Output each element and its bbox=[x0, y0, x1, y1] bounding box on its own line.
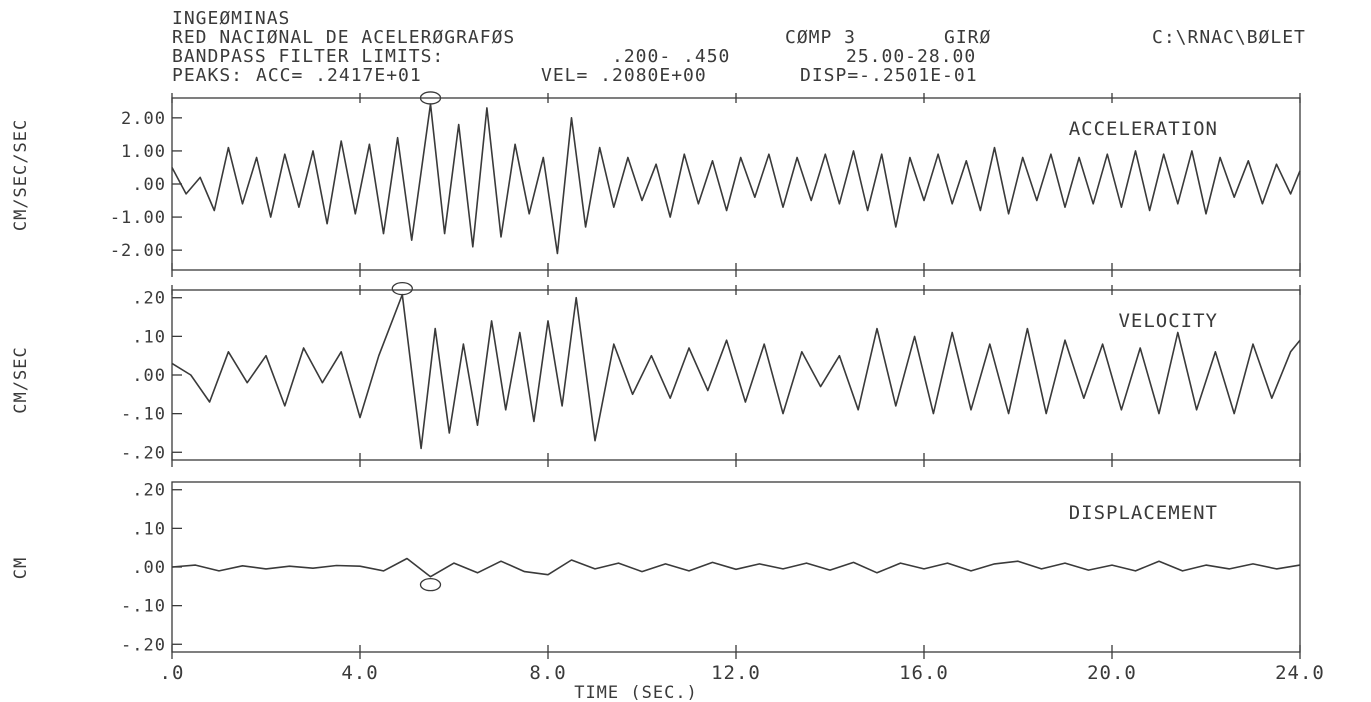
y-axis-label: CM/SEC/SEC bbox=[11, 119, 31, 231]
series-line bbox=[171, 557, 1301, 578]
series-line bbox=[171, 103, 1301, 255]
x-tick-label: 20.0 bbox=[1087, 662, 1137, 684]
x-tick-label: 8.0 bbox=[529, 662, 566, 684]
x-tick-label: .0 bbox=[160, 662, 185, 684]
y-tick-label: .10 bbox=[132, 519, 166, 539]
peak-marker bbox=[419, 578, 442, 592]
x-tick-label: 24.0 bbox=[1275, 662, 1325, 684]
header-station: GIRØ bbox=[944, 27, 992, 48]
y-tick-label: 2.00 bbox=[121, 109, 166, 129]
peak-disp: DISP=-.2501E-01 bbox=[800, 65, 978, 86]
peaks-label: PEAKS: bbox=[172, 65, 244, 86]
y-tick-label: -.10 bbox=[121, 405, 166, 425]
filter-label: BANDPASS FILTER LIMITS: bbox=[172, 46, 445, 67]
y-tick-label: 1.00 bbox=[121, 142, 166, 162]
x-tick-label: 12.0 bbox=[711, 662, 761, 684]
y-tick-label: -.20 bbox=[121, 443, 166, 463]
y-tick-label: -.10 bbox=[121, 597, 166, 617]
peak-marker bbox=[391, 281, 413, 296]
y-tick-label: .00 bbox=[132, 558, 166, 578]
header-component: CØMP 3 bbox=[785, 27, 857, 48]
filter-high: 25.00-28.00 bbox=[846, 46, 977, 67]
header-network: RED NACIØNAL DE ACELERØGRAFØS bbox=[172, 27, 516, 48]
y-tick-label: .00 bbox=[132, 366, 166, 386]
y-axis-label: CM/SEC bbox=[11, 346, 31, 413]
y-tick-label: .20 bbox=[132, 481, 166, 501]
header-org: INGEØMINAS bbox=[172, 8, 291, 29]
panel-title: ACCELERATION bbox=[1069, 118, 1218, 140]
y-axis-label: CM bbox=[11, 557, 31, 579]
y-tick-label: -.20 bbox=[121, 635, 166, 655]
y-tick-label: .00 bbox=[132, 175, 166, 195]
x-axis-label: TIME (SEC.) bbox=[574, 683, 698, 702]
filter-low: .200- .450 bbox=[612, 46, 731, 67]
y-tick-label: .10 bbox=[132, 327, 166, 347]
peak-acc: ACC= .2417E+01 bbox=[256, 65, 422, 86]
header-path: C:\RNAC\BØLET bbox=[1152, 27, 1306, 48]
x-tick-label: 4.0 bbox=[341, 662, 378, 684]
series-line bbox=[171, 293, 1301, 450]
peak-marker bbox=[419, 91, 442, 105]
y-tick-label: .20 bbox=[132, 289, 166, 309]
y-tick-label: -1.00 bbox=[110, 208, 166, 228]
peak-vel: VEL= .2080E+00 bbox=[541, 65, 707, 86]
panel-title: DISPLACEMENT bbox=[1069, 502, 1218, 524]
panel-title: VELOCITY bbox=[1118, 310, 1218, 332]
y-tick-label: -2.00 bbox=[110, 241, 166, 261]
x-tick-label: 16.0 bbox=[899, 662, 949, 684]
